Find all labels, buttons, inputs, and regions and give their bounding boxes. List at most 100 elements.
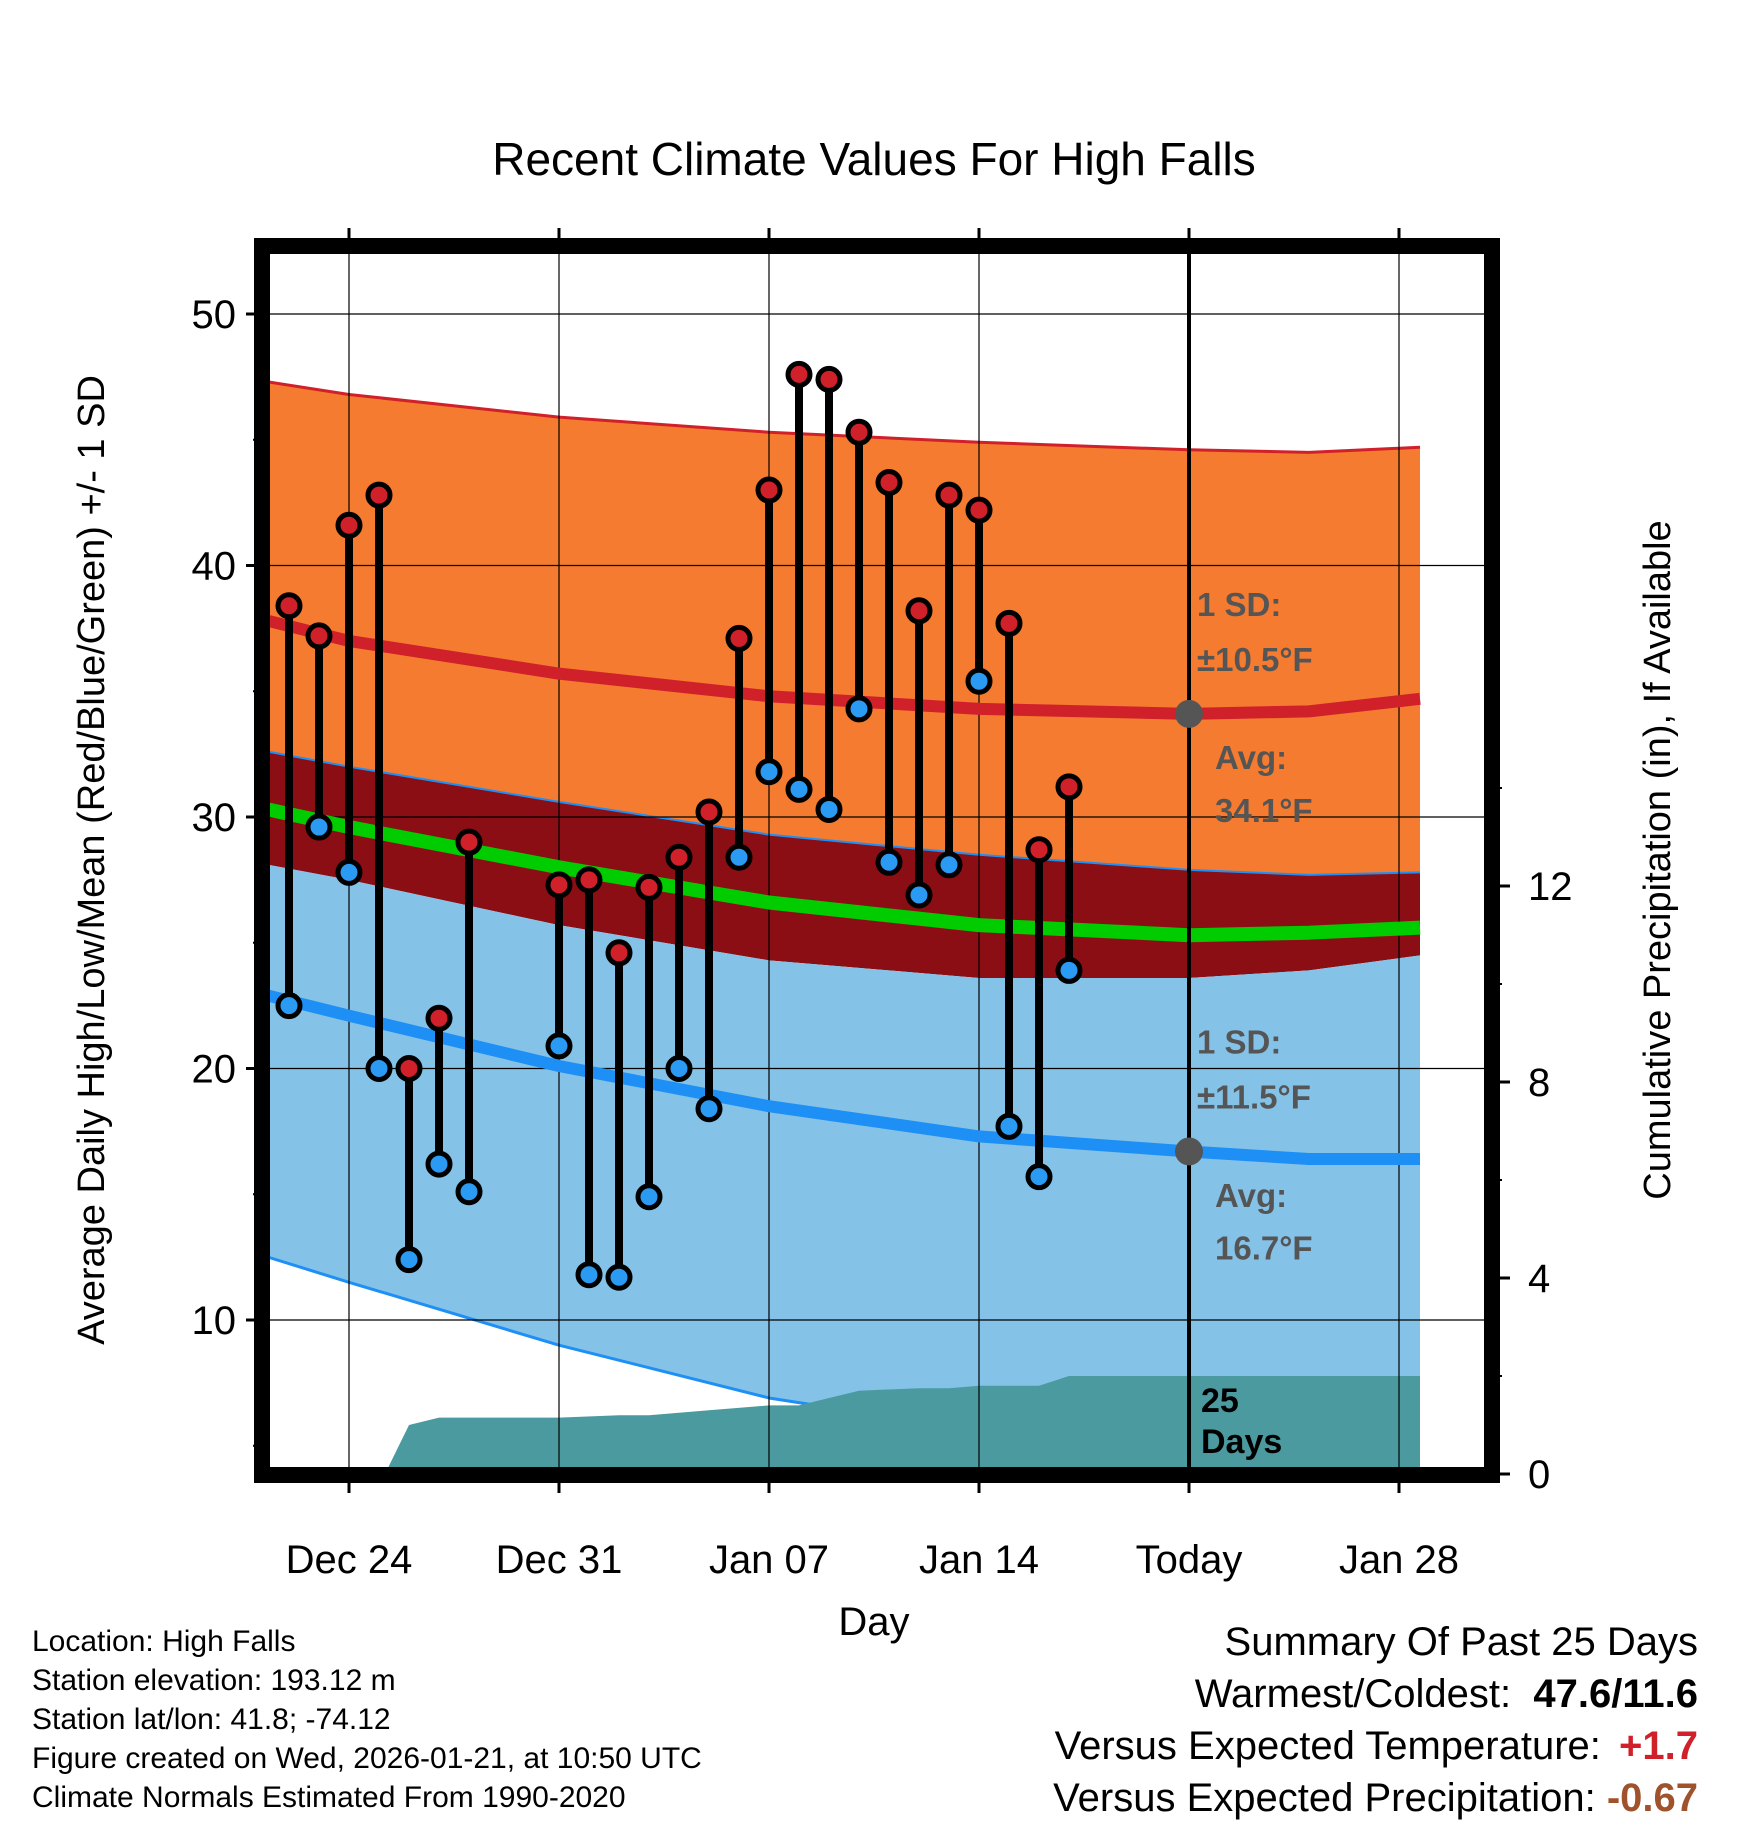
daily-low-point bbox=[545, 1032, 573, 1060]
daily-low-point bbox=[275, 992, 303, 1020]
daily-low-point bbox=[755, 758, 783, 786]
daily-low-point bbox=[935, 851, 963, 879]
high-sd-label: 1 SD: bbox=[1197, 586, 1281, 623]
daily-high-point bbox=[995, 609, 1023, 637]
daily-high-point bbox=[935, 481, 963, 509]
temp-label: Versus Expected Temperature: bbox=[1054, 1724, 1601, 1768]
normals-period: Climate Normals Estimated From 1990-2020 bbox=[32, 1781, 626, 1814]
daily-low-point bbox=[605, 1263, 633, 1291]
temp-value: +1.7 bbox=[1619, 1724, 1698, 1768]
daily-high-point bbox=[455, 828, 483, 856]
low-avg-line bbox=[266, 989, 1420, 1166]
summary-title: Summary Of Past 25 Days bbox=[1224, 1620, 1698, 1664]
summary-warmest-coldest: Warmest/Coldest: 47.6/11.6 bbox=[1195, 1672, 1698, 1717]
plot-area: 1 SD: ±10.5°F Avg: 34.1°F 1 SD: ±11.5°F Avg: 16… bbox=[262, 246, 1492, 1475]
y-right-tick-label: 12 bbox=[1528, 865, 1573, 909]
daily-high-point bbox=[305, 622, 333, 650]
warmest-coldest-value: 47.6/11.6 bbox=[1533, 1672, 1698, 1716]
summary-precip: Versus Expected Precipitation: -0.67 bbox=[1053, 1776, 1698, 1821]
today-high-avg-marker bbox=[1175, 699, 1203, 728]
precip-value: -0.67 bbox=[1606, 1776, 1698, 1820]
daily-high-point bbox=[545, 871, 573, 899]
daily-low-point bbox=[1025, 1163, 1053, 1191]
daily-low-point bbox=[425, 1150, 453, 1178]
precip-area bbox=[385, 1376, 1420, 1474]
precip-days-number: 25 bbox=[1201, 1382, 1239, 1420]
y-right-tick-label: 0 bbox=[1528, 1453, 1550, 1497]
daily-low-point bbox=[635, 1183, 663, 1211]
summary-temp: Versus Expected Temperature: +1.7 bbox=[1055, 1724, 1698, 1769]
y-left-tick-label: 10 bbox=[192, 1299, 237, 1343]
precip-days-label: Days bbox=[1201, 1423, 1282, 1461]
x-tick-label: Dec 24 bbox=[286, 1538, 413, 1582]
x-tick-label: Jan 14 bbox=[919, 1538, 1039, 1582]
y-left-axis-label: Average Daily High/Low/Mean (Red/Blue/Gr… bbox=[71, 375, 113, 1345]
station-location: Location: High Falls bbox=[32, 1625, 296, 1658]
daily-high-point bbox=[425, 1004, 453, 1032]
daily-high-point bbox=[845, 418, 873, 446]
warmest-coldest-label: Warmest/Coldest: bbox=[1194, 1672, 1512, 1716]
x-axis-label: Day bbox=[838, 1600, 909, 1644]
daily-high-point bbox=[335, 511, 363, 539]
daily-high-point bbox=[1055, 773, 1083, 801]
daily-high-point bbox=[725, 624, 753, 652]
daily-low-point bbox=[335, 858, 363, 886]
daily-low-point bbox=[395, 1246, 423, 1274]
daily-low-point bbox=[875, 848, 903, 876]
daily-high-point bbox=[575, 866, 603, 894]
daily-high-point bbox=[605, 939, 633, 967]
y-left-tick-label: 20 bbox=[192, 1048, 237, 1092]
high-minus-sd-line bbox=[267, 750, 1421, 876]
daily-high-point bbox=[905, 597, 933, 625]
daily-high-point bbox=[665, 843, 693, 871]
daily-low-point bbox=[575, 1261, 603, 1289]
daily-low-point bbox=[695, 1095, 723, 1123]
low-sd-value: ±11.5°F bbox=[1197, 1079, 1311, 1116]
plot-frame bbox=[254, 238, 1500, 1483]
y-right-tick-label: 4 bbox=[1528, 1257, 1550, 1301]
low-avg-label: Avg: bbox=[1215, 1177, 1287, 1214]
x-tick-label: Today bbox=[1136, 1538, 1243, 1582]
daily-low-point bbox=[815, 795, 843, 823]
station-latlon: Station lat/lon: 41.8; -74.12 bbox=[32, 1703, 391, 1736]
station-info: Location: High Falls Station elevation: … bbox=[32, 1622, 702, 1817]
daily-low-point bbox=[455, 1178, 483, 1206]
figure-created: Figure created on Wed, 2026-01-21, at 10… bbox=[32, 1742, 702, 1775]
daily-low-point bbox=[845, 695, 873, 723]
high-avg-line bbox=[266, 615, 1421, 720]
daily-high-point bbox=[785, 360, 813, 388]
daily-high-point bbox=[635, 873, 663, 901]
x-tick-label: Dec 31 bbox=[496, 1538, 623, 1582]
daily-low-point bbox=[965, 667, 993, 695]
x-tick-label: Jan 07 bbox=[709, 1538, 829, 1582]
daily-high-point bbox=[815, 365, 843, 393]
daily-low-point bbox=[305, 813, 333, 841]
y-left-tick-label: 40 bbox=[192, 545, 237, 589]
daily-high-point bbox=[965, 496, 993, 524]
today-low-avg-marker bbox=[1175, 1137, 1203, 1166]
high-avg-value: 34.1°F bbox=[1215, 792, 1313, 829]
daily-high-point bbox=[1025, 836, 1053, 864]
high-sd-value: ±10.5°F bbox=[1197, 641, 1313, 678]
daily-low-point bbox=[665, 1055, 693, 1082]
daily-low-point bbox=[725, 843, 753, 871]
daily-high-point bbox=[695, 798, 723, 826]
daily-low-point bbox=[1055, 956, 1083, 984]
daily-low-point bbox=[995, 1112, 1023, 1140]
precip-label: Versus Expected Precipitation: bbox=[1053, 1776, 1596, 1820]
chart-title: Recent Climate Values For High Falls bbox=[492, 133, 1256, 185]
x-tick-label: Jan 28 bbox=[1339, 1538, 1459, 1582]
mean-avg-line bbox=[266, 802, 1421, 943]
high-sd-band bbox=[268, 381, 1420, 875]
low-sd-label: 1 SD: bbox=[1197, 1023, 1281, 1060]
daily-high-point bbox=[365, 481, 393, 509]
y-left-tick-label: 50 bbox=[192, 293, 237, 337]
low-avg-value: 16.7°F bbox=[1215, 1230, 1313, 1267]
daily-high-point bbox=[875, 469, 903, 497]
y-right-tick-label: 8 bbox=[1528, 1061, 1550, 1105]
y-left-tick-label: 30 bbox=[192, 796, 237, 840]
daily-low-point bbox=[905, 881, 933, 909]
daily-low-point bbox=[785, 775, 813, 803]
station-elevation: Station elevation: 193.12 m bbox=[32, 1664, 396, 1697]
y-right-axis-label: Cumulative Precipitation (in), If Availa… bbox=[1637, 520, 1679, 1199]
